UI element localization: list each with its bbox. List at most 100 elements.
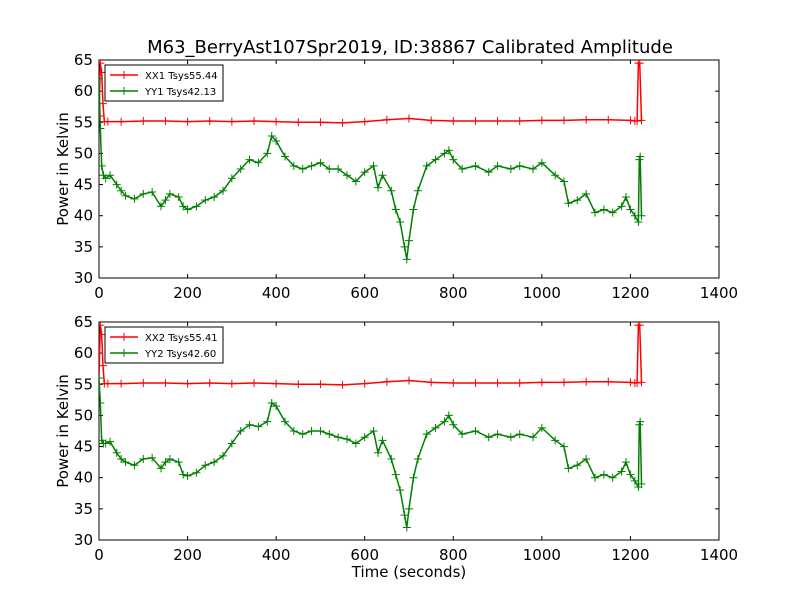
data-point (560, 116, 568, 125)
data-point (551, 436, 560, 445)
data-point (99, 322, 105, 330)
data-point (405, 236, 413, 245)
data-point (227, 174, 236, 183)
data-point (148, 453, 157, 462)
data-point (183, 379, 192, 388)
data-point (402, 255, 411, 264)
data-point (245, 155, 254, 164)
data-point (493, 430, 502, 439)
data-point (360, 168, 369, 177)
y-tick-label: 35 (74, 500, 93, 518)
data-point (537, 423, 546, 432)
legend-marker (120, 349, 128, 357)
y-tick-label: 50 (74, 406, 93, 424)
data-point (101, 174, 110, 183)
x-tick-label: 800 (439, 284, 468, 302)
data-point (334, 165, 343, 173)
data-point (179, 470, 188, 479)
data-point (112, 448, 121, 457)
data-point (205, 379, 214, 388)
data-point (564, 464, 573, 473)
data-point (174, 193, 183, 202)
data-point (121, 191, 130, 200)
data-point (294, 118, 303, 127)
data-point (165, 455, 174, 464)
x-axis-label: Time (seconds) (351, 563, 467, 581)
data-point (622, 193, 630, 202)
data-point (254, 422, 263, 431)
data-point (369, 427, 378, 435)
data-point (382, 377, 391, 386)
y-tick-label: 55 (74, 113, 93, 131)
data-point (400, 511, 409, 520)
data-point (515, 430, 524, 439)
data-point (183, 471, 192, 480)
data-point (99, 161, 106, 170)
data-point (515, 161, 524, 170)
data-point (351, 177, 360, 186)
data-point (139, 189, 148, 198)
data-point (608, 473, 617, 482)
data-point (316, 380, 325, 389)
data-point (378, 436, 387, 445)
y-tick-label: 30 (74, 269, 93, 287)
data-point (405, 376, 413, 385)
data-point (338, 380, 347, 389)
data-point (427, 378, 436, 387)
data-point (626, 470, 635, 479)
data-point (139, 455, 148, 464)
legend-marker (120, 71, 128, 79)
data-point (617, 467, 626, 476)
data-point (626, 205, 635, 214)
data-point (405, 504, 413, 513)
data-point (427, 116, 436, 125)
data-point (289, 161, 298, 170)
legend-label: XX2 Tsys55.41 (145, 333, 218, 344)
data-point (316, 158, 325, 167)
data-point (161, 379, 170, 388)
data-point (343, 171, 351, 180)
data-point (622, 458, 630, 467)
data-point (272, 136, 281, 145)
data-point (471, 117, 480, 126)
data-point (630, 476, 639, 485)
data-point (471, 161, 480, 170)
series-yy (99, 374, 646, 532)
data-point (298, 430, 307, 439)
data-point (617, 202, 626, 211)
data-point (484, 168, 493, 177)
data-point (573, 196, 582, 205)
bottom-panel: 0 200 400 600 800 1000 1200 1400 30 35 40 45 50 55 60 6… (54, 313, 738, 581)
data-point (400, 242, 409, 251)
data-point (493, 379, 502, 388)
data-point (236, 165, 245, 173)
data-point (405, 114, 413, 123)
data-point (338, 118, 347, 127)
data-point (99, 330, 106, 339)
data-point (298, 165, 307, 173)
data-point (351, 439, 360, 448)
data-point (99, 374, 103, 383)
data-point (449, 117, 458, 126)
data-point (573, 461, 582, 470)
data-point (106, 437, 115, 446)
y-tick-label: 40 (74, 469, 93, 487)
data-point (161, 196, 170, 205)
data-point (103, 379, 112, 388)
x-tick-label: 400 (262, 546, 291, 564)
y-tick-label: 50 (74, 144, 93, 162)
data-point (117, 117, 126, 126)
data-point (387, 455, 396, 464)
data-point (506, 433, 515, 442)
data-point (374, 183, 382, 192)
data-point (281, 152, 289, 161)
data-point (440, 149, 449, 158)
data-point (537, 378, 546, 387)
x-tick-label: 200 (173, 546, 202, 564)
data-point (422, 430, 431, 439)
data-point (374, 448, 382, 457)
data-point (515, 379, 524, 388)
data-point (101, 439, 110, 448)
data-point (422, 161, 431, 170)
